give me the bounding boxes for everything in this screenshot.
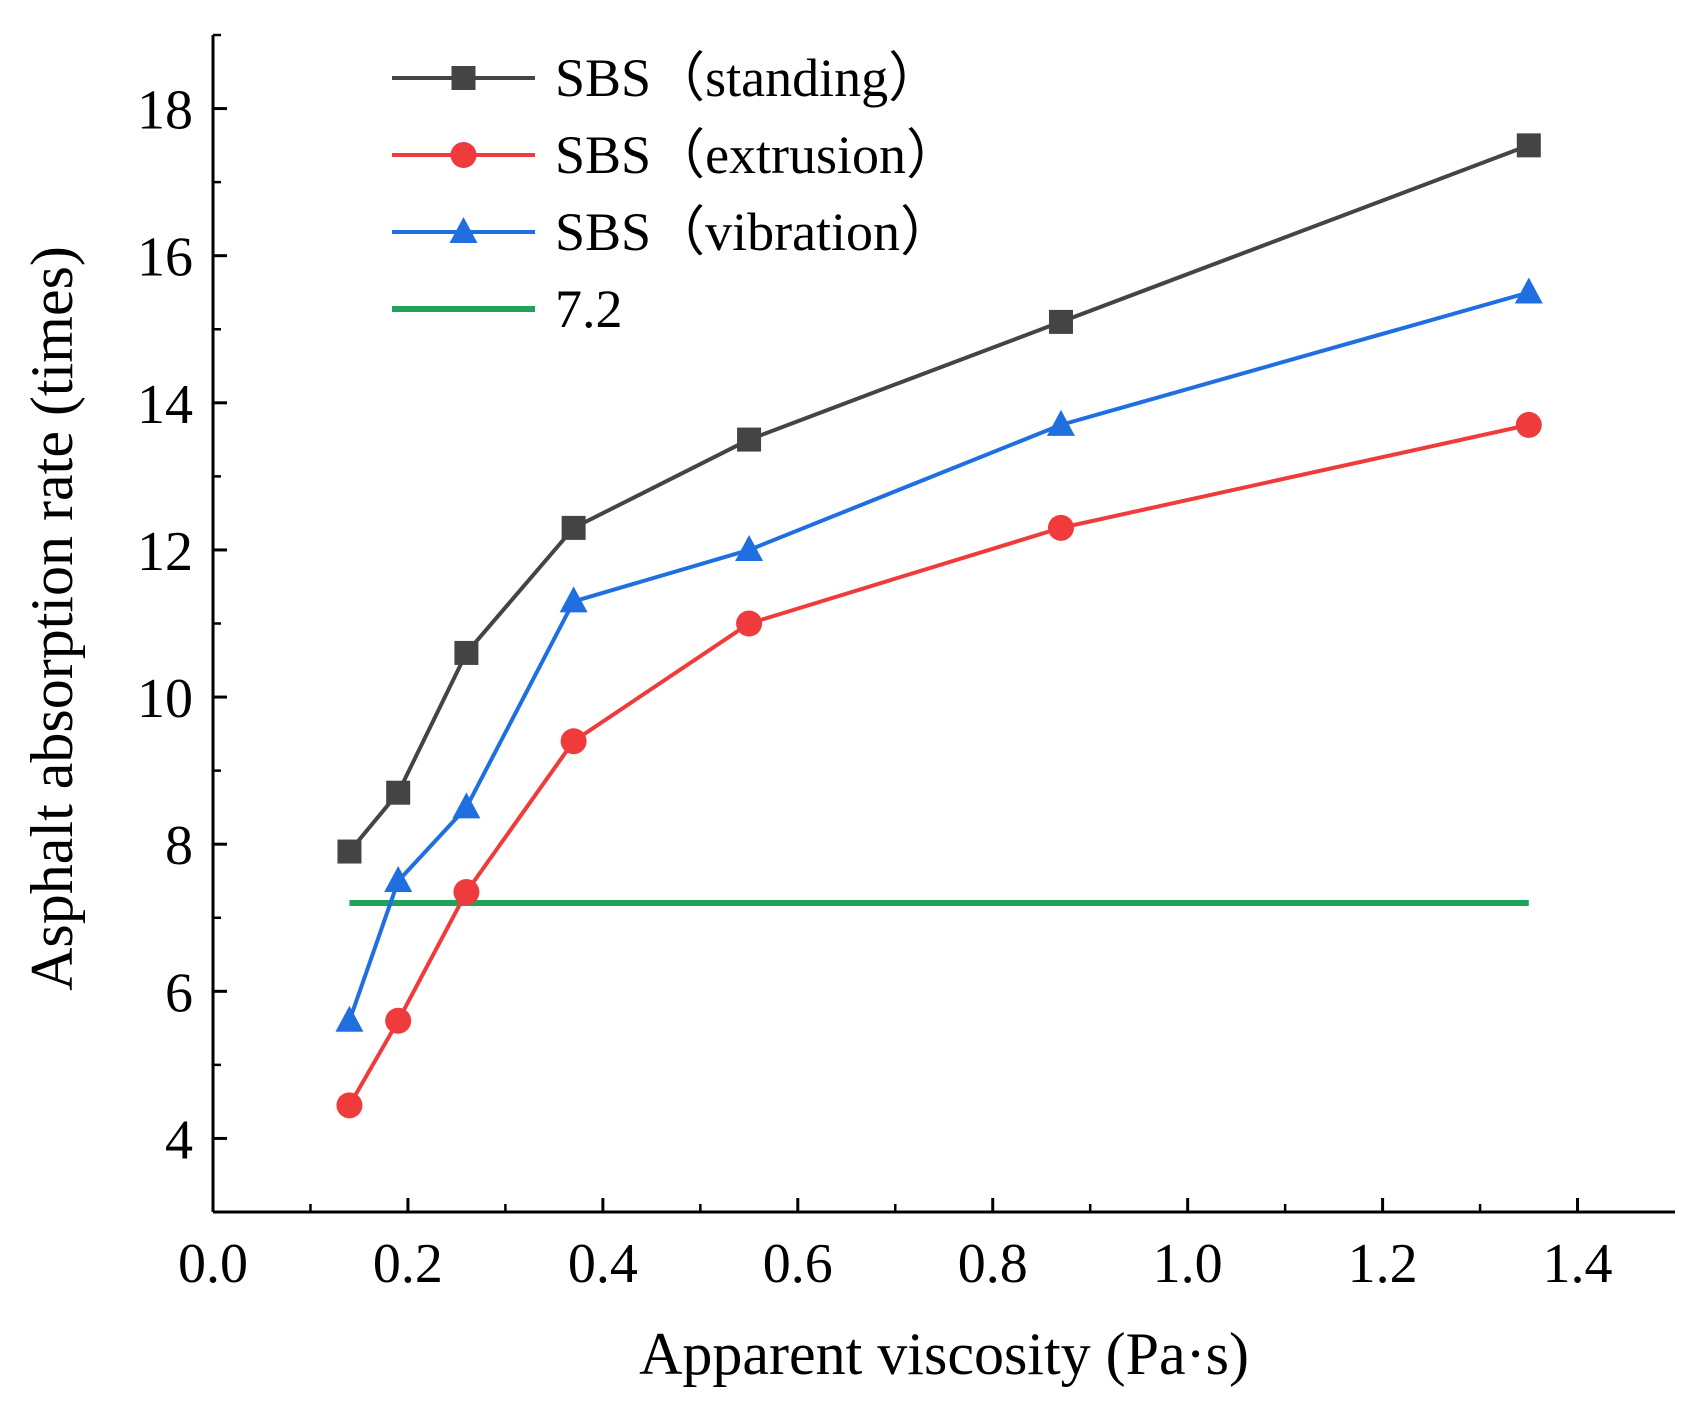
x-tick-label: 0.8	[958, 1233, 1028, 1295]
x-tick-label: 1.4	[1543, 1233, 1613, 1295]
data-point	[1048, 309, 1073, 334]
series-layer	[335, 133, 1543, 1119]
data-point	[454, 640, 479, 665]
data-point	[1515, 411, 1542, 438]
y-tick-label: 4	[165, 1109, 193, 1171]
legend-label: SBS（standing）	[555, 48, 942, 108]
data-point	[452, 792, 481, 819]
legend-marker	[450, 142, 477, 168]
legend: SBS（standing） SBS（extrusion） SBS（vibration…	[392, 48, 960, 339]
legend-item: SBS（vibration）	[392, 202, 954, 262]
data-point	[385, 1007, 412, 1034]
data-point	[386, 780, 411, 805]
y-tick-label: 18	[137, 80, 193, 142]
x-tick-label: 0.6	[763, 1233, 833, 1295]
legend-item: SBS（standing）	[392, 48, 942, 108]
data-point	[1514, 277, 1543, 304]
x-tick-label: 1.0	[1153, 1233, 1223, 1295]
legend-marker	[451, 66, 476, 90]
y-tick-label: 12	[137, 521, 193, 583]
data-point	[560, 728, 587, 755]
x-tick-label: 0.4	[568, 1233, 638, 1295]
data-point	[337, 839, 362, 864]
x-tick-label: 1.2	[1348, 1233, 1418, 1295]
series-line	[347, 290, 1530, 1022]
x-axis-title: Apparent viscosity (Pa·s)	[639, 1321, 1249, 1387]
data-point	[1047, 514, 1074, 541]
y-tick-label: 16	[137, 227, 193, 289]
legend-marker	[449, 217, 478, 243]
data-point	[735, 534, 764, 561]
data-point	[1046, 409, 1075, 436]
x-tick-label: 0.0	[178, 1233, 248, 1295]
y-tick-label: 6	[165, 962, 193, 1024]
data-point	[335, 1005, 364, 1032]
data-point	[736, 610, 763, 637]
y-tick-label: 14	[137, 374, 193, 436]
data-point	[559, 586, 588, 613]
legend-label: 7.2	[555, 279, 623, 339]
series-1	[336, 411, 1542, 1119]
series-2	[335, 277, 1543, 1032]
x-tick-label: 0.2	[373, 1233, 443, 1295]
data-point	[336, 1092, 363, 1119]
legend-label: SBS（vibration）	[555, 202, 954, 262]
y-axis-ticks: 4 6 8 10 12 14 16 18	[137, 33, 227, 1214]
legend-label: SBS（extrusion）	[555, 125, 960, 185]
legend-item: SBS（extrusion）	[392, 125, 960, 185]
data-point	[384, 865, 413, 892]
y-axis-title: Asphalt absorption rate (times)	[19, 246, 85, 991]
data-point	[1516, 133, 1541, 158]
data-point	[453, 879, 480, 906]
y-tick-label: 10	[137, 668, 193, 730]
legend-item: 7.2	[392, 279, 623, 339]
series-line	[347, 422, 1530, 1107]
series-0	[337, 133, 1541, 864]
x-axis-ticks: 0.0 0.2 0.4 0.6 0.8 1.0 1.2 1.4	[178, 1198, 1613, 1295]
y-tick-label: 8	[165, 815, 193, 877]
data-point	[737, 427, 762, 452]
data-point	[561, 515, 586, 540]
